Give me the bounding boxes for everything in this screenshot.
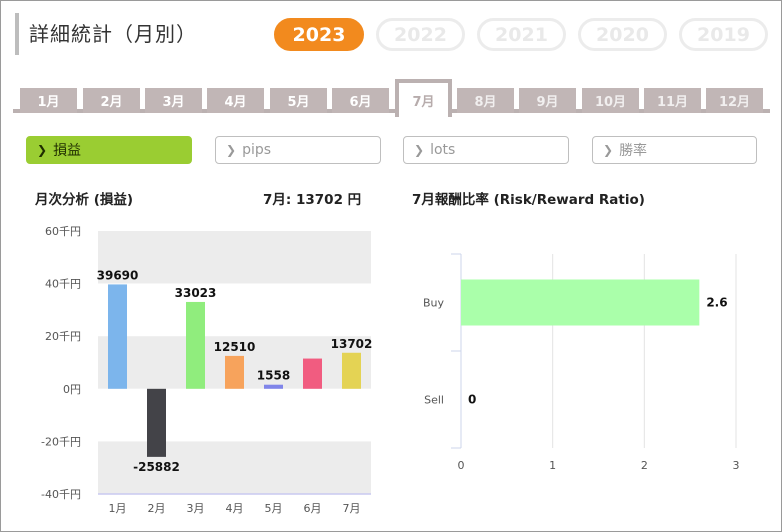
bar-2 [147,388,166,457]
x-tick-label: 3 [733,459,740,472]
month-tab-1[interactable]: 1月 [20,88,77,113]
y-tick-label: 60千円 [45,225,81,238]
metric-label: lots [430,142,456,158]
chevron-right-icon: ❯ [37,143,48,157]
data-label: 2.6 [706,296,727,310]
chart-grid-band [98,231,371,284]
y-tick-label: -20千円 [41,435,81,448]
month-tab-7[interactable]: 7月 [395,79,452,117]
metric-label: pips [242,142,272,158]
data-label: 33023 [175,286,217,300]
bar-1 [108,284,127,389]
year-button-2019[interactable]: 2019 [679,18,768,51]
year-button-2022[interactable]: 2022 [376,18,465,51]
x-tick-label: 2 [641,459,648,472]
month-tab-8: 8月 [457,88,514,113]
bar-5 [264,384,283,389]
bar-6 [303,358,322,389]
metric-button-lots[interactable]: ❯ lots [403,136,569,164]
metric-button-profit[interactable]: ❯ 損益 [26,136,192,164]
month-tab-12: 12月 [706,88,763,113]
risk-reward-chart: 0 1 2 3 2.6 Buy 0 Sell [423,253,740,472]
x-tick-label: 4月 [226,502,244,515]
chart-grid-band [98,441,371,494]
y-tick-label: 0円 [63,383,81,396]
monthly-total: 7月: 13702 円 [263,192,362,208]
y-tick-label: -40千円 [41,488,81,501]
data-label: -25882 [133,460,180,474]
data-label: 0 [468,393,476,407]
monthly-chart-title: 月次分析 (損益) [35,192,134,208]
chevron-right-icon: ❯ [226,143,237,157]
chart-grid-band [98,283,371,337]
metric-button-winrate[interactable]: ❯ 勝率 [592,136,757,164]
month-tab-10: 10月 [582,88,639,113]
chevron-right-icon: ❯ [414,143,425,157]
monthly-profit-chart: 60千円 40千円 20千円 0円 -20千円 -40千円 39690 1月 -25882 2月 3… [41,225,373,515]
month-tab-3[interactable]: 3月 [145,88,202,113]
category-label: Buy [423,297,445,310]
risk-reward-title: 7月報酬比率 (Risk/Reward Ratio) [412,192,645,208]
month-tab-5[interactable]: 5月 [270,88,327,113]
x-tick-label: 7月 [343,502,361,515]
x-tick-label: 1月 [109,502,127,515]
year-button-2023[interactable]: 2023 [274,18,364,51]
data-label: 13702 [331,337,373,351]
bar-3 [186,301,205,389]
metric-label: 勝率 [619,143,648,159]
x-tick-label: 1 [549,459,556,472]
month-tab-9: 9月 [519,88,576,113]
chart-grid-band [98,388,371,442]
bar-7 [342,352,361,389]
year-button-2021[interactable]: 2021 [477,18,566,51]
month-tab-11: 11月 [644,88,701,113]
category-label: Sell [424,394,444,407]
x-tick-label: 0 [458,459,465,472]
y-tick-label: 40千円 [45,278,81,291]
data-label: 1558 [257,369,290,383]
chevron-right-icon: ❯ [603,143,614,157]
y-tick-label: 20千円 [45,330,81,343]
page-title: 詳細統計（月別） [29,22,197,46]
bar-buy [461,279,700,326]
month-tabs: 1月 2月 3月 4月 5月 6月 7月 8月 9月 10月 11月 12月 [13,79,770,117]
month-tab-4[interactable]: 4月 [207,88,264,113]
year-button-2020[interactable]: 2020 [578,18,667,51]
month-tab-2[interactable]: 2月 [83,88,140,113]
metric-button-pips[interactable]: ❯ pips [215,136,381,164]
metric-label: 損益 [53,143,82,159]
x-tick-label: 5月 [265,502,283,515]
data-label: 12510 [214,340,256,354]
month-tab-6[interactable]: 6月 [332,88,389,113]
data-label: 39690 [97,268,139,282]
bar-4 [225,355,244,389]
x-tick-label: 2月 [148,502,166,515]
title-bar: 詳細統計（月別） [15,13,197,55]
x-tick-label: 6月 [304,502,322,515]
x-tick-label: 3月 [187,502,205,515]
